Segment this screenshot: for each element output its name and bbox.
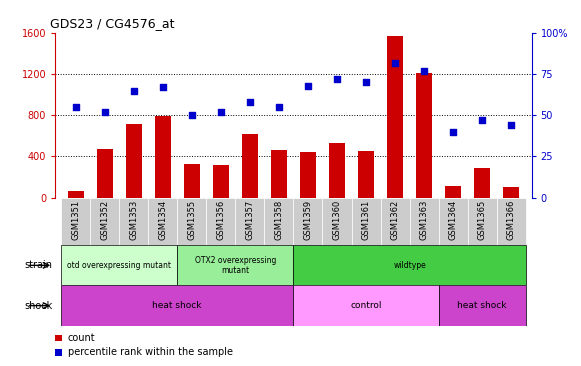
Text: GSM1356: GSM1356	[216, 200, 225, 240]
Point	[419, 68, 429, 74]
FancyBboxPatch shape	[322, 198, 352, 245]
Point	[507, 122, 516, 128]
FancyBboxPatch shape	[148, 198, 177, 245]
Bar	[503, 187, 519, 198]
Text: GSM1359: GSM1359	[303, 200, 313, 240]
Text: GSM1363: GSM1363	[419, 200, 429, 240]
FancyBboxPatch shape	[177, 198, 206, 245]
Text: GSM1365: GSM1365	[478, 200, 487, 240]
Point	[71, 104, 80, 110]
Bar	[445, 186, 461, 198]
Bar	[387, 36, 403, 198]
FancyBboxPatch shape	[468, 198, 497, 245]
FancyBboxPatch shape	[439, 285, 526, 326]
Point	[332, 76, 342, 82]
Text: strain: strain	[24, 260, 52, 270]
Point	[158, 85, 167, 90]
Point	[274, 104, 284, 110]
Text: OTX2 overexpressing
mutant: OTX2 overexpressing mutant	[195, 255, 276, 275]
Bar	[184, 164, 200, 198]
Text: otd overexpressing mutant: otd overexpressing mutant	[67, 261, 171, 270]
Bar	[271, 150, 287, 198]
Text: percentile rank within the sample: percentile rank within the sample	[68, 347, 233, 358]
Text: GSM1351: GSM1351	[71, 200, 80, 240]
Text: GSM1354: GSM1354	[158, 200, 167, 240]
Text: GSM1357: GSM1357	[245, 200, 254, 240]
Text: heat shock: heat shock	[457, 301, 507, 310]
FancyBboxPatch shape	[410, 198, 439, 245]
Bar	[416, 73, 432, 198]
FancyBboxPatch shape	[90, 198, 119, 245]
Text: GSM1358: GSM1358	[274, 200, 284, 240]
FancyBboxPatch shape	[61, 285, 293, 326]
FancyBboxPatch shape	[206, 198, 235, 245]
Text: heat shock: heat shock	[152, 301, 202, 310]
Text: GSM1364: GSM1364	[449, 200, 458, 240]
Text: GSM1353: GSM1353	[129, 200, 138, 240]
Text: GSM1360: GSM1360	[332, 200, 342, 240]
Bar	[358, 151, 374, 198]
Point	[216, 109, 225, 115]
Bar	[125, 124, 142, 198]
FancyBboxPatch shape	[293, 198, 322, 245]
FancyBboxPatch shape	[235, 198, 264, 245]
Bar	[155, 116, 171, 198]
Bar	[67, 191, 84, 198]
Point	[478, 117, 487, 123]
FancyBboxPatch shape	[61, 245, 177, 285]
FancyBboxPatch shape	[497, 198, 526, 245]
Point	[449, 129, 458, 135]
FancyBboxPatch shape	[381, 198, 410, 245]
Bar	[474, 168, 490, 198]
Bar	[96, 149, 113, 198]
Text: GSM1362: GSM1362	[390, 200, 400, 240]
Text: GSM1355: GSM1355	[187, 200, 196, 240]
Text: control: control	[350, 301, 382, 310]
Point	[390, 60, 400, 66]
Point	[187, 112, 196, 118]
FancyBboxPatch shape	[119, 198, 148, 245]
FancyBboxPatch shape	[293, 245, 526, 285]
Bar	[300, 152, 316, 198]
Text: shock: shock	[24, 300, 52, 311]
FancyBboxPatch shape	[264, 198, 293, 245]
Bar	[329, 143, 345, 198]
Text: wildtype: wildtype	[393, 261, 426, 270]
FancyBboxPatch shape	[177, 245, 293, 285]
Point	[129, 88, 138, 94]
Text: GSM1366: GSM1366	[507, 200, 516, 240]
Text: count: count	[68, 333, 96, 343]
Text: GSM1361: GSM1361	[361, 200, 371, 240]
Bar	[242, 134, 258, 198]
Point	[245, 99, 254, 105]
FancyBboxPatch shape	[352, 198, 381, 245]
Text: GDS23 / CG4576_at: GDS23 / CG4576_at	[51, 17, 175, 30]
Bar	[213, 165, 229, 198]
Point	[361, 79, 371, 85]
FancyBboxPatch shape	[61, 198, 90, 245]
Point	[100, 109, 109, 115]
Text: GSM1352: GSM1352	[100, 200, 109, 240]
Point	[303, 83, 313, 89]
FancyBboxPatch shape	[293, 285, 439, 326]
FancyBboxPatch shape	[439, 198, 468, 245]
